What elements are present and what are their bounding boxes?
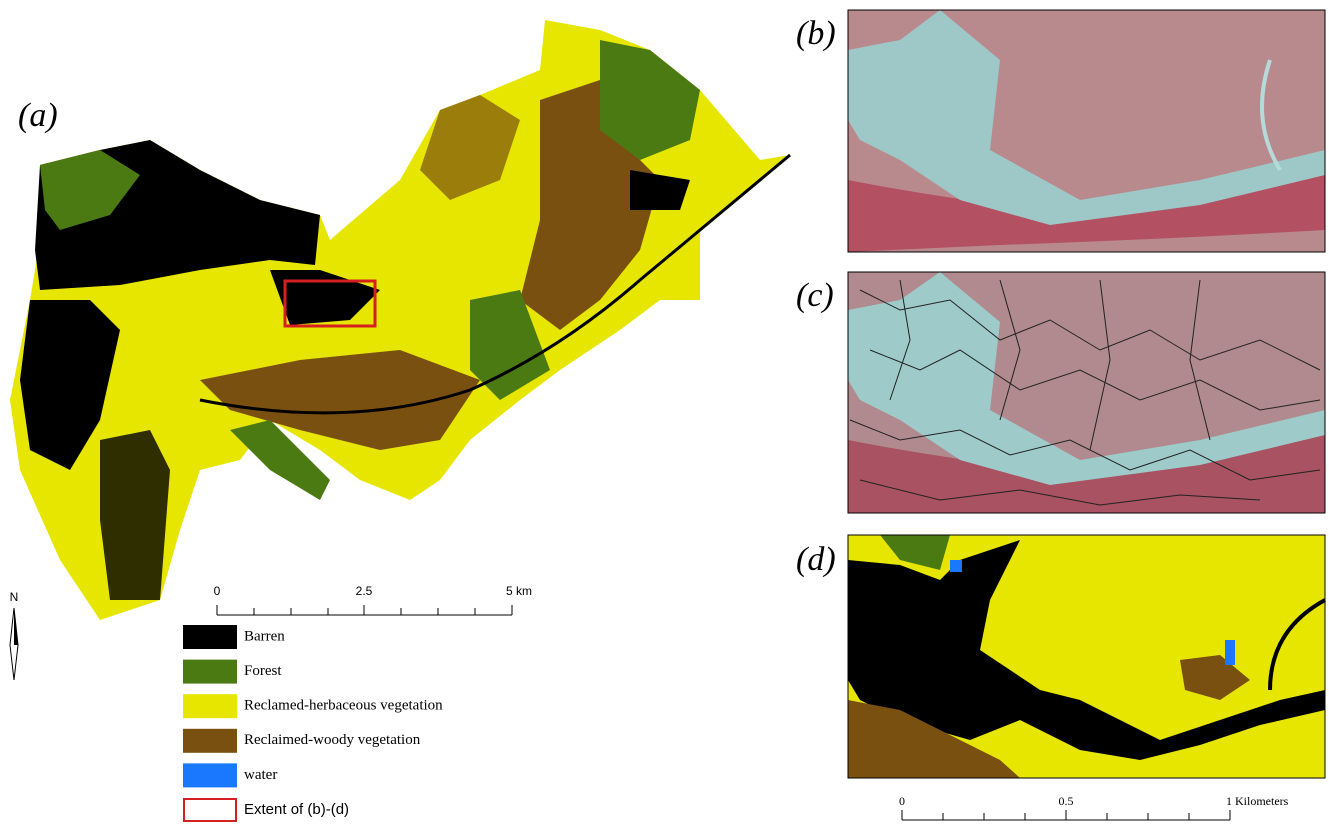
scale-label: 0 [899,794,905,808]
legend-swatch [184,799,236,821]
legend-swatch [183,660,237,684]
classified-map [848,535,1325,778]
panel-label: (c) [796,277,834,314]
scale-label: 0.5 [1059,794,1074,808]
scale-label: 2.5 [356,584,373,598]
legend-label: Reclamed-herbaceous vegetation [244,698,443,714]
legend-label: Reclaimed-woody vegetation [244,732,421,748]
legend-label: Barren [244,628,285,644]
panel-label: (a) [18,97,58,134]
scale-label: 0 [214,584,221,598]
scale-label: 1 Kilometers [1226,794,1289,808]
segmentation-image [848,272,1325,513]
land-cover-map: (a) [10,20,790,620]
legend-swatch [183,625,237,649]
scale-bar [217,605,512,615]
legend-label: Forest [244,663,282,679]
north-label: N [10,590,19,604]
satellite-image [848,10,1325,252]
legend-label: Extent of (b)-(d) [244,801,349,818]
legend-swatch [183,729,237,753]
figure: (a) N 0 2.5 5 km Barren Forest Reclamed-he… [0,0,1329,827]
panel-label: (b) [796,15,836,52]
legend-swatch [183,763,237,787]
legend: Barren Forest Reclamed-herbaceous vegetati… [183,625,443,821]
panel-label: (d) [796,541,836,578]
scale-label: 5 km [506,584,532,598]
scale-bar [902,810,1230,820]
legend-label: water [244,767,277,783]
legend-swatch [183,694,237,718]
north-arrow: N [10,590,19,680]
